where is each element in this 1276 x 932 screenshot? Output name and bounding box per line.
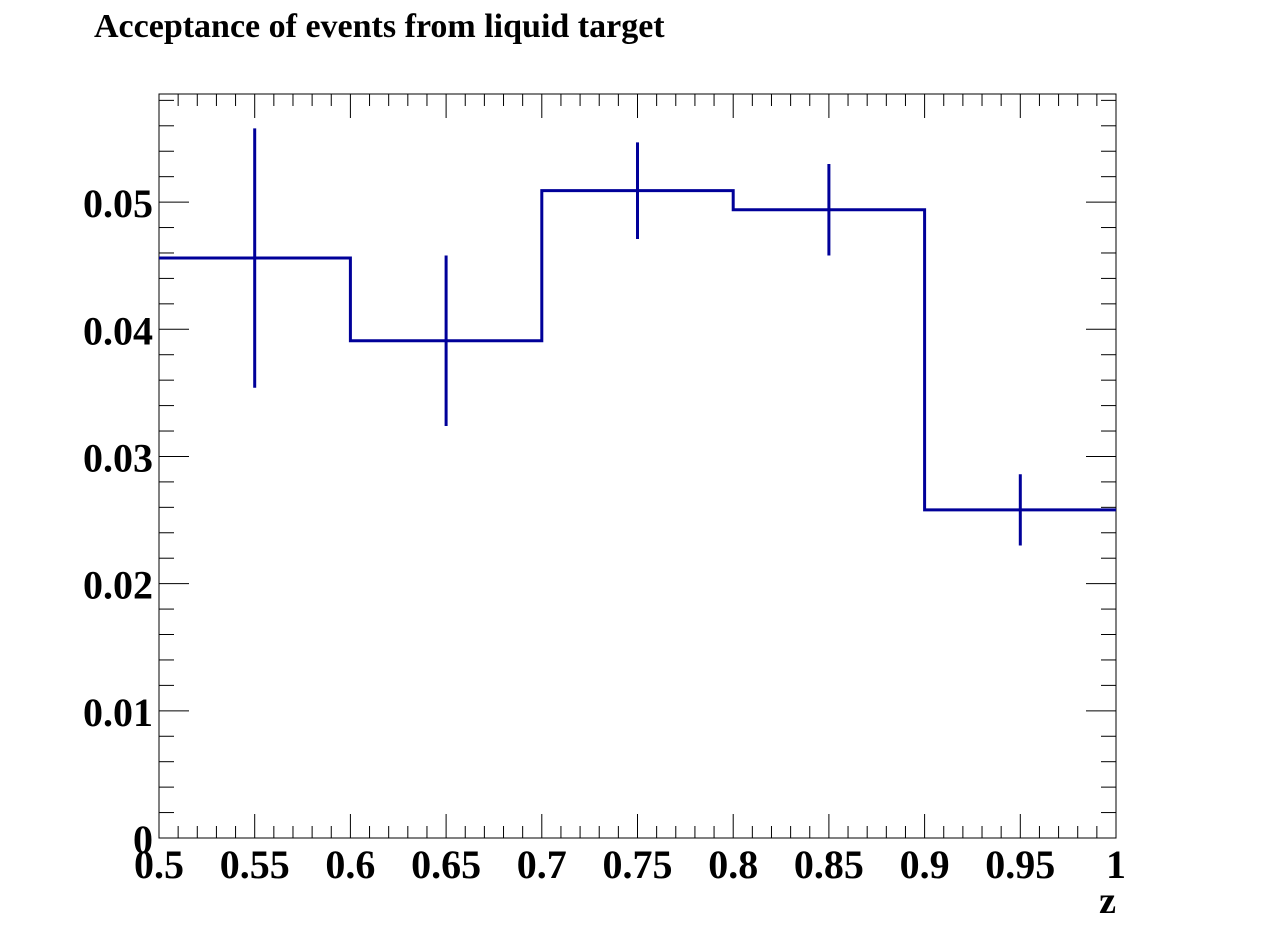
y-tick-label: 0.03: [83, 435, 153, 480]
x-tick-label: 0.95: [985, 842, 1055, 887]
x-tick-labels: 0.5 0.55 0.6 0.65 0.7 0.75 0.8 0.85 0.9 0.95 1: [134, 842, 1126, 887]
x-tick-label: 0.6: [325, 842, 375, 887]
x-tick-label: 0.7: [517, 842, 567, 887]
y-tick-label: 0.02: [83, 563, 153, 608]
x-tick-label: 0.55: [220, 842, 290, 887]
x-tick-label: 0.85: [794, 842, 864, 887]
y-tick-label: 0.04: [83, 308, 153, 353]
y-tick-label: 0.01: [83, 690, 153, 735]
x-tick-label: 0.65: [411, 842, 481, 887]
y-tick-label: 0: [133, 817, 153, 862]
error-bars: [253, 128, 1022, 546]
x-tick-label: 0.8: [708, 842, 758, 887]
x-axis-title: z: [1099, 880, 1116, 922]
x-tick-label: 0.75: [603, 842, 673, 887]
x-tick-label: 0.9: [900, 842, 950, 887]
chart-title: Acceptance of events from liquid target: [94, 8, 665, 45]
x-tick-label: 1: [1106, 842, 1126, 887]
y-tick-labels: 0 0.01 0.02 0.03 0.04 0.05: [83, 181, 153, 862]
x-tick-label: 0.5: [134, 842, 184, 887]
y-tick-label: 0.05: [83, 181, 153, 226]
axis-ticks: [158, 94, 1117, 839]
